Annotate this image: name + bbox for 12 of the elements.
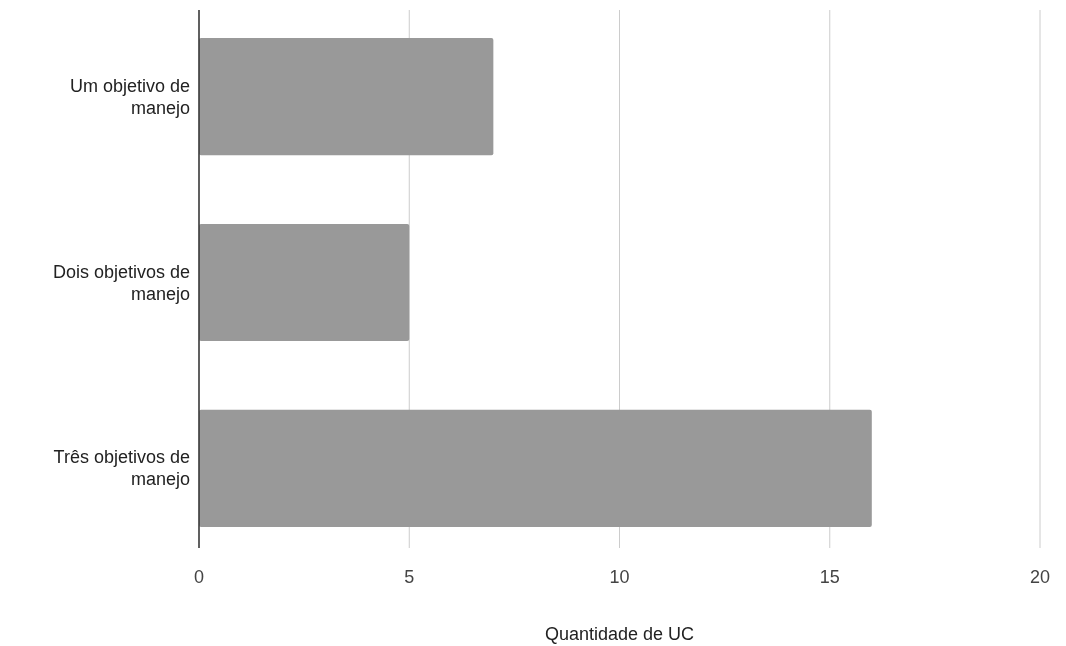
- y-tick-label: Dois objetivos de manejo: [52, 261, 190, 304]
- bar: [199, 223, 410, 342]
- x-tick-label: 10: [609, 567, 630, 587]
- y-tick-label: Um objetivo de manejo: [69, 75, 190, 118]
- bar: [199, 409, 872, 527]
- x-tick-label: 0: [193, 567, 205, 587]
- x-tick-label: 15: [819, 567, 840, 587]
- x-tick-label: 5: [404, 567, 415, 587]
- y-tick-label: Três objetivos de manejo: [53, 447, 190, 490]
- x-axis-title: Quantidade de UC: [544, 624, 695, 644]
- x-tick-label: 20: [1029, 567, 1051, 587]
- bar: [199, 38, 494, 156]
